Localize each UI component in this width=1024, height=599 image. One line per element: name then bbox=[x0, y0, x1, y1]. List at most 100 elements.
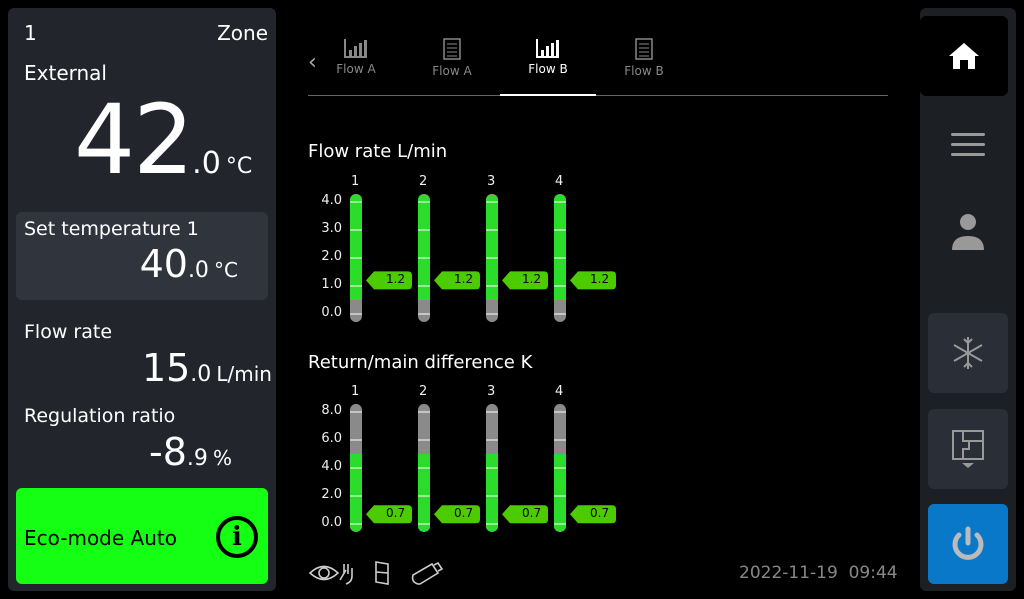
set-temperature-label: Set temperature 1 bbox=[24, 218, 199, 240]
y-tick-label: 4.0 bbox=[321, 459, 342, 474]
value-label: 1.2 bbox=[522, 272, 542, 287]
y-tick-label: 3.0 bbox=[321, 221, 342, 236]
info-icon[interactable]: i bbox=[216, 516, 258, 558]
zone-panel: 1 Zone External 42.0 °C Set temperature … bbox=[8, 8, 276, 591]
tab-1[interactable]: Flow A bbox=[404, 38, 500, 78]
value-marker bbox=[502, 505, 548, 524]
power-icon bbox=[952, 526, 984, 560]
user-icon bbox=[952, 214, 984, 250]
bar-ok-range bbox=[350, 195, 362, 300]
value-label: 0.7 bbox=[386, 506, 406, 521]
category-label: 3 bbox=[487, 384, 496, 399]
set-temperature-button[interactable]: Set temperature 1 40.0 °C bbox=[16, 212, 268, 300]
eco-mode-label: Eco-mode Auto bbox=[24, 526, 177, 550]
chart-title: Flow rate L/min bbox=[308, 141, 448, 162]
y-tick-label: 1.0 bbox=[321, 277, 342, 292]
value-label: 1.2 bbox=[386, 272, 406, 287]
zone-label: Zone bbox=[217, 21, 268, 45]
bar-2 bbox=[418, 403, 480, 533]
bar-3 bbox=[486, 403, 548, 533]
y-tick-label: 4.0 bbox=[321, 193, 342, 208]
tab-label: Flow A bbox=[432, 64, 472, 78]
bar-ok-range bbox=[486, 195, 498, 300]
bar-ok-range bbox=[350, 454, 362, 531]
category-label: 4 bbox=[555, 174, 564, 189]
eye-hand-icon[interactable] bbox=[308, 560, 354, 586]
value-marker bbox=[502, 271, 548, 290]
cooling-button[interactable] bbox=[928, 313, 1008, 393]
value-marker bbox=[570, 505, 616, 524]
category-label: 2 bbox=[419, 174, 428, 189]
document-icon bbox=[635, 38, 653, 60]
bar-3 bbox=[486, 193, 548, 323]
value-marker bbox=[366, 505, 412, 524]
tab-divider bbox=[308, 95, 888, 96]
bar-chart-icon bbox=[344, 39, 367, 58]
value-label: 0.7 bbox=[454, 506, 474, 521]
home-button[interactable] bbox=[920, 16, 1008, 96]
snowflake-icon bbox=[953, 337, 983, 369]
value-marker bbox=[434, 271, 480, 290]
bar-2 bbox=[418, 193, 480, 323]
home-icon bbox=[949, 43, 979, 69]
bar-4 bbox=[554, 403, 616, 533]
bar-ok-range bbox=[486, 454, 498, 531]
flow-rate-label: Flow rate bbox=[24, 321, 113, 343]
side-rail bbox=[920, 8, 1016, 591]
flow-rate-value: 15.0 L/min bbox=[141, 346, 272, 390]
tab-label: Flow B bbox=[528, 62, 568, 76]
datetime: 2022-11-19 09:44 bbox=[739, 563, 898, 583]
document-icon bbox=[443, 38, 461, 60]
bar-1 bbox=[350, 193, 412, 323]
tab-3[interactable]: Flow B bbox=[596, 38, 692, 78]
y-tick-label: 2.0 bbox=[321, 487, 342, 502]
door-icon[interactable] bbox=[374, 560, 390, 586]
tab-label: Flow B bbox=[624, 64, 664, 78]
bar-1 bbox=[350, 403, 412, 533]
category-label: 3 bbox=[487, 174, 496, 189]
external-label: External bbox=[24, 61, 107, 85]
usb-stick-icon[interactable] bbox=[410, 560, 446, 586]
category-label: 4 bbox=[555, 384, 564, 399]
y-tick-label: 8.0 bbox=[321, 403, 342, 418]
value-marker bbox=[570, 271, 616, 290]
value-marker bbox=[434, 505, 480, 524]
tab-0[interactable]: Flow A bbox=[308, 38, 404, 76]
floorplan-button[interactable] bbox=[928, 409, 1008, 489]
value-label: 1.2 bbox=[590, 272, 610, 287]
back-chevron-icon[interactable]: ‹ bbox=[308, 50, 317, 75]
menu-button[interactable] bbox=[928, 104, 1008, 184]
value-label: 0.7 bbox=[590, 506, 610, 521]
regulation-ratio-value: -8.9 % bbox=[149, 430, 232, 474]
bar-ok-range bbox=[418, 195, 430, 300]
tab-label: Flow A bbox=[336, 62, 376, 76]
set-temperature-value: 40.0 °C bbox=[139, 242, 238, 286]
power-button[interactable] bbox=[928, 504, 1008, 584]
external-temperature: 42.0 °C bbox=[74, 84, 253, 196]
category-label: 2 bbox=[419, 384, 428, 399]
floorplan-icon bbox=[952, 430, 984, 468]
chart-title: Return/main difference K bbox=[308, 352, 533, 373]
category-label: 1 bbox=[351, 174, 360, 189]
menu-icon bbox=[951, 133, 985, 156]
footer-icons bbox=[308, 560, 446, 586]
y-tick-label: 6.0 bbox=[321, 431, 342, 446]
y-tick-label: 0.0 bbox=[321, 305, 342, 320]
regulation-ratio-label: Regulation ratio bbox=[24, 405, 176, 427]
eco-mode-button[interactable]: Eco-mode Auto i bbox=[16, 488, 268, 584]
bar-ok-range bbox=[418, 454, 430, 531]
bar-ok-range bbox=[554, 195, 566, 300]
tab-2[interactable]: Flow B bbox=[500, 38, 596, 76]
category-label: 1 bbox=[351, 384, 360, 399]
y-tick-label: 0.0 bbox=[321, 515, 342, 530]
y-tick-label: 2.0 bbox=[321, 249, 342, 264]
bar-4 bbox=[554, 193, 616, 323]
bar-chart-icon bbox=[536, 39, 559, 58]
user-button[interactable] bbox=[928, 192, 1008, 272]
value-label: 0.7 bbox=[522, 506, 542, 521]
value-marker bbox=[366, 271, 412, 290]
tab-active-indicator bbox=[500, 94, 596, 96]
bar-ok-range bbox=[554, 454, 566, 531]
zone-number: 1 bbox=[24, 21, 37, 45]
value-label: 1.2 bbox=[454, 272, 474, 287]
